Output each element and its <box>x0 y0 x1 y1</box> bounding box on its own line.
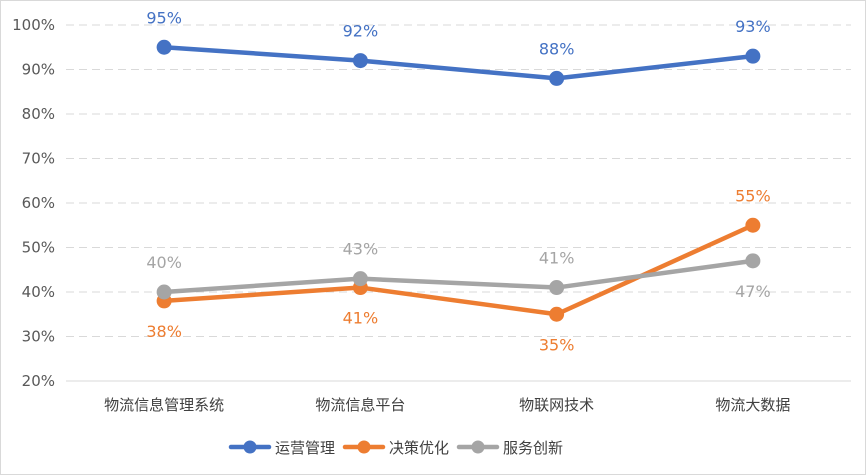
data-point <box>549 280 565 296</box>
y-axis: 20% 30% 40% 50% 60% 70% 80% 90% 100% <box>12 16 55 390</box>
data-label: 55% <box>735 186 771 205</box>
y-tick-label: 70% <box>22 150 55 168</box>
y-tick-label: 20% <box>22 372 55 390</box>
legend-label: 服务创新 <box>503 439 563 457</box>
data-label: 92% <box>343 22 379 41</box>
series-line-1 <box>161 45 756 81</box>
series-group <box>156 39 761 322</box>
data-labels: 95% 92% 88% 93% 38% 41% 35% 55% 40% 43% 41% 47% <box>146 8 770 354</box>
x-tick-label: 物流信息管理系统 <box>104 396 224 414</box>
x-axis: 物流信息管理系统 物流信息平台 物联网技术 物流大数据 <box>104 396 790 414</box>
data-label: 38% <box>146 322 182 341</box>
legend-marker-3 <box>471 440 485 454</box>
legend: 运营管理 决策优化 服务创新 <box>228 439 563 457</box>
data-point <box>352 271 368 287</box>
data-label: 41% <box>343 309 379 328</box>
y-tick-label: 50% <box>22 239 55 257</box>
data-point <box>352 53 368 69</box>
data-point <box>745 253 761 269</box>
y-tick-label: 80% <box>22 105 55 123</box>
x-tick-label: 物流大数据 <box>715 396 790 414</box>
data-point <box>745 48 761 64</box>
legend-marker-2 <box>357 440 371 454</box>
legend-label: 决策优化 <box>389 439 449 457</box>
data-label: 93% <box>735 17 771 36</box>
series-line-2 <box>161 223 756 317</box>
data-point <box>549 306 565 322</box>
y-tick-label: 90% <box>22 61 55 79</box>
data-label: 40% <box>146 253 182 272</box>
legend-marker-1 <box>243 440 257 454</box>
y-tick-label: 100% <box>12 16 55 34</box>
data-label: 47% <box>735 282 771 301</box>
x-tick-label: 物联网技术 <box>519 396 594 414</box>
data-label: 88% <box>539 39 575 58</box>
gridlines <box>66 24 851 382</box>
data-label: 35% <box>539 335 575 354</box>
legend-label: 运营管理 <box>275 439 335 457</box>
data-point <box>156 284 172 300</box>
series-line-3 <box>161 258 756 295</box>
data-point <box>156 39 172 55</box>
y-tick-label: 30% <box>22 328 55 346</box>
data-label: 41% <box>539 249 575 268</box>
y-tick-label: 40% <box>22 283 55 301</box>
data-label: 43% <box>343 240 379 259</box>
x-tick-label: 物流信息平台 <box>315 396 405 414</box>
data-point <box>745 217 761 233</box>
y-tick-label: 60% <box>22 194 55 212</box>
data-point <box>549 70 565 86</box>
data-label: 95% <box>146 8 182 27</box>
